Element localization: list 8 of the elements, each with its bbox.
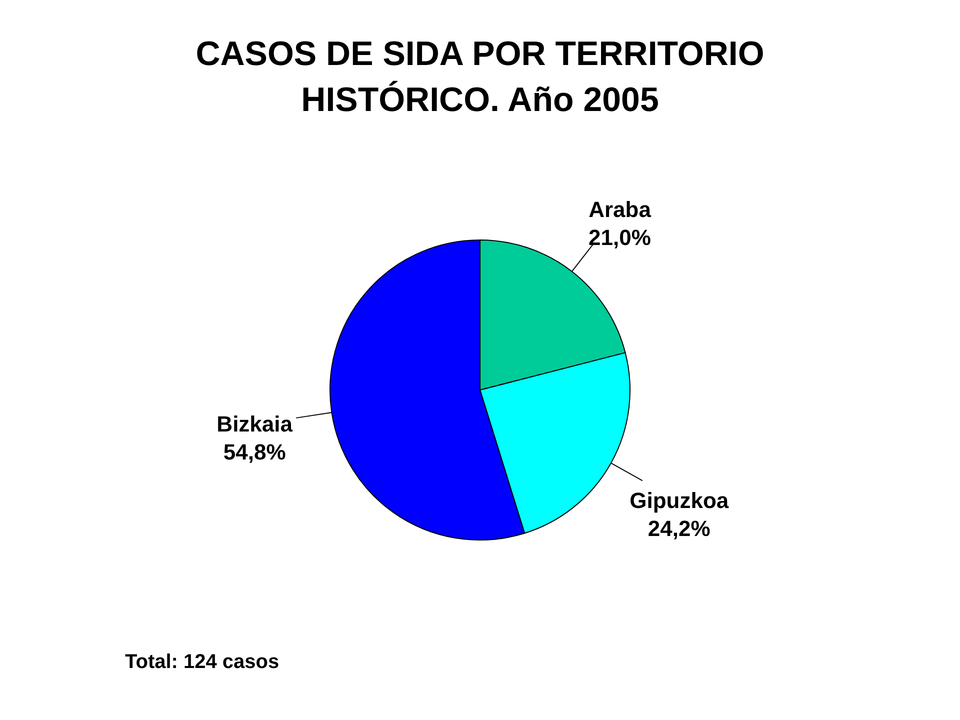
slice-label: Bizkaia [216, 411, 294, 436]
data-label: 54,8% [223, 439, 286, 464]
data-label: 24,2% [648, 516, 710, 542]
data-label: 21,0% [588, 224, 651, 250]
slice-label: Araba [588, 196, 652, 222]
text: Total: 124 casos [125, 651, 280, 673]
chart-title: CASOS DE SIDA POR TERRITORIO HISTÓRICO. Año 2005 [196, 35, 764, 119]
slice-label: Gipuzkoa [630, 488, 730, 514]
